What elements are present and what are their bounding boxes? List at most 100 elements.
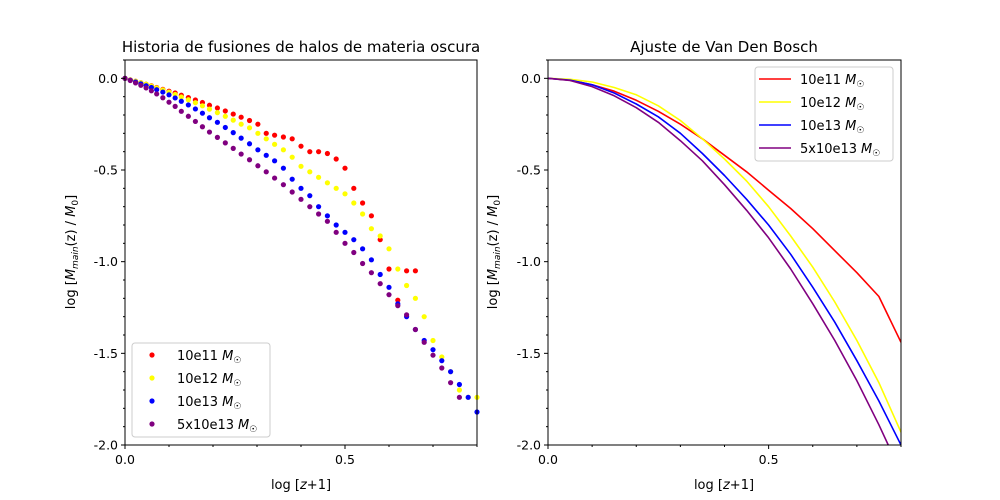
point-5x10e13 <box>430 352 436 358</box>
y-ticks: 0.0 -0.5 -1.0 -1.5 -2.0 <box>94 59 125 453</box>
point-10e11 <box>206 102 213 108</box>
y-tick-label: -0.5 <box>517 163 541 178</box>
point-10e13 <box>289 176 295 182</box>
legend-label-sun-symbol: ☉ <box>249 425 257 435</box>
point-10e11 <box>395 297 401 303</box>
point-10e12 <box>430 337 436 344</box>
x-axis-label: log [z+1] <box>271 478 331 493</box>
legend-label-unit: M <box>845 119 856 134</box>
y-tick-label: -1.0 <box>94 254 118 269</box>
point-5x10e13 <box>289 189 295 195</box>
y-tick-label: 0.0 <box>521 71 541 86</box>
point-5x10e13 <box>351 249 357 256</box>
x-tick-label: 0.0 <box>115 452 135 467</box>
legend-label-10e11: 10e11 M☉ <box>800 73 864 90</box>
point-5x10e13 <box>178 108 184 114</box>
point-10e11 <box>214 105 220 111</box>
point-10e12 <box>421 314 427 320</box>
legend-label-text: 10e12 <box>177 372 218 387</box>
point-10e13 <box>465 394 471 400</box>
legend-label-unit: M <box>222 372 233 387</box>
point-10e11 <box>222 108 228 114</box>
point-10e12 <box>404 282 410 289</box>
point-5x10e13 <box>160 95 166 101</box>
point-5x10e13 <box>222 140 228 146</box>
point-10e13 <box>386 284 392 290</box>
legend-label-text: 10e13 <box>800 119 841 134</box>
point-10e13 <box>238 135 244 141</box>
point-10e12 <box>289 154 295 160</box>
point-5x10e13 <box>439 365 445 371</box>
y-axis-label: log [Mmain(z) / M0] <box>486 195 503 309</box>
line-5x10e13 <box>548 77 890 445</box>
y-tick-label: -1.5 <box>517 346 541 361</box>
point-10e11 <box>289 136 295 142</box>
point-10e12 <box>395 266 401 272</box>
point-10e11 <box>246 117 253 124</box>
point-10e12 <box>360 211 366 217</box>
x-tick-label: 0.0 <box>538 452 558 467</box>
point-10e11 <box>307 149 313 155</box>
point-10e11 <box>412 268 418 274</box>
point-5x10e13 <box>333 229 339 235</box>
point-5x10e13 <box>404 312 410 318</box>
legend-label-sun-symbol: ☉ <box>233 402 241 412</box>
point-5x10e13 <box>386 292 392 298</box>
legend-label-text: 5x10e13 <box>177 418 234 433</box>
point-5x10e13 <box>360 260 366 267</box>
legend-label-unit: M <box>238 418 249 433</box>
point-10e12 <box>333 185 339 191</box>
point-10e11 <box>280 134 286 140</box>
point-5x10e13 <box>456 394 462 400</box>
point-10e13 <box>360 246 366 252</box>
point-5x10e13 <box>272 175 278 181</box>
point-10e12 <box>324 180 330 186</box>
point-10e11 <box>316 149 322 155</box>
point-10e12 <box>368 226 374 232</box>
y-tick-label: -2.0 <box>517 438 541 453</box>
legend-label-10e13: 10e13 M☉ <box>800 119 864 136</box>
point-10e12 <box>456 387 462 393</box>
point-10e12 <box>351 200 357 206</box>
legend-label-sun-symbol: ☉ <box>856 80 864 90</box>
point-5x10e13 <box>298 196 304 202</box>
legend-marker-5x10e13 <box>149 421 155 427</box>
point-5x10e13 <box>132 80 139 86</box>
point-10e11 <box>333 156 339 162</box>
y-tick-label: -1.5 <box>94 346 118 361</box>
point-10e12 <box>263 136 269 142</box>
point-5x10e13 <box>192 118 198 125</box>
point-10e13 <box>324 213 330 219</box>
point-10e13 <box>172 95 178 101</box>
point-10e13 <box>368 257 374 263</box>
legend-label-sun-symbol: ☉ <box>233 379 241 389</box>
line-10e13 <box>548 77 901 445</box>
legend-label-text: 10e12 <box>800 96 841 111</box>
point-10e13 <box>298 185 304 191</box>
point-5x10e13 <box>377 281 383 287</box>
point-5x10e13 <box>166 99 172 105</box>
legend-label-sun-symbol: ☉ <box>872 149 880 159</box>
point-5x10e13 <box>127 77 133 84</box>
x-ticks: 0.0 0.5 <box>538 445 902 467</box>
point-10e12 <box>255 130 261 136</box>
point-10e11 <box>360 200 366 206</box>
point-10e11 <box>404 268 410 274</box>
point-5x10e13 <box>143 85 149 91</box>
point-10e12 <box>178 94 184 100</box>
point-10e13 <box>342 229 348 235</box>
point-10e12 <box>307 169 313 175</box>
legend-label-text: 10e11 <box>177 349 218 364</box>
point-10e12 <box>298 163 304 169</box>
point-5x10e13 <box>148 88 154 94</box>
point-10e12 <box>280 147 286 153</box>
legend-label-text: 5x10e13 <box>800 142 857 157</box>
legend-label-5x10e13: 5x10e13 M☉ <box>177 418 257 435</box>
legend-label-unit: M <box>222 395 233 410</box>
point-5x10e13 <box>395 303 401 309</box>
point-10e13 <box>222 124 228 131</box>
legend-label-text: 10e11 <box>800 73 841 88</box>
legend-label-5x10e13: 5x10e13 M☉ <box>800 142 880 159</box>
point-10e11 <box>230 111 236 117</box>
point-5x10e13 <box>324 218 330 224</box>
